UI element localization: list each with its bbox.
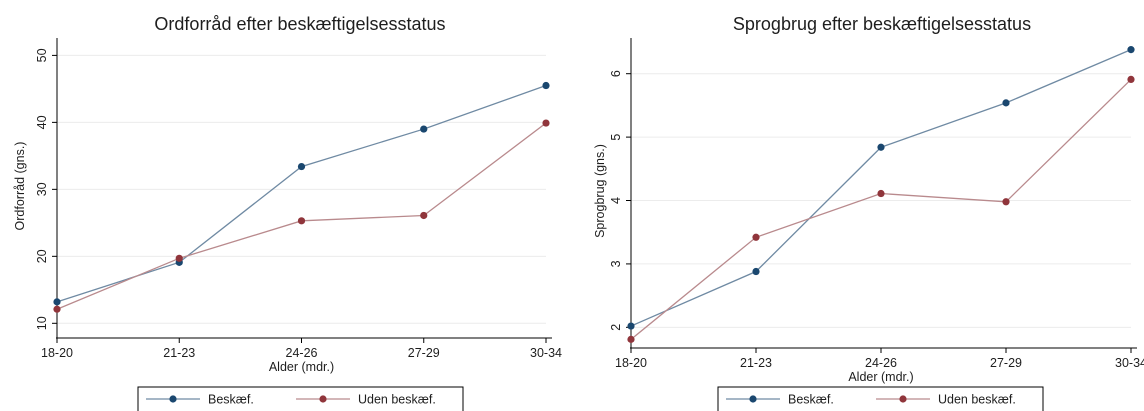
series-line bbox=[630, 49, 1132, 327]
data-point bbox=[542, 81, 550, 90]
data-point bbox=[877, 189, 885, 198]
data-point bbox=[542, 119, 550, 127]
x-tick-label: 27-29 bbox=[990, 356, 1022, 370]
data-point bbox=[420, 211, 428, 220]
y-tick-label: 30 bbox=[35, 182, 49, 196]
x-axis-label: Alder (mdr.) bbox=[269, 360, 334, 374]
legend-label: Beskæf. bbox=[788, 393, 834, 407]
data-point bbox=[175, 254, 183, 262]
legend-label: Beskæf. bbox=[208, 393, 254, 407]
data-point bbox=[297, 217, 306, 225]
x-tick-label: 18-20 bbox=[615, 356, 647, 370]
chart-title: Ordforråd efter beskæftigelsesstatus bbox=[154, 14, 445, 34]
x-tick-label: 27-29 bbox=[408, 346, 440, 360]
y-tick-label: 5 bbox=[609, 134, 623, 141]
x-tick-label: 24-26 bbox=[865, 356, 897, 370]
y-tick-label: 40 bbox=[35, 115, 49, 129]
legend-swatch-marker bbox=[169, 395, 177, 403]
data-point bbox=[627, 335, 635, 343]
legend-swatch-marker bbox=[899, 395, 907, 403]
language-use-chart: Sprogbrug efter beskæftigelsesstatus 2 3 4 5… bbox=[593, 14, 1144, 411]
chart-title: Sprogbrug efter beskæftigelsesstatus bbox=[733, 14, 1031, 34]
y-axis-label: Sprogbrug (gns.) bbox=[593, 144, 607, 238]
x-tick-label: 21-23 bbox=[163, 346, 195, 360]
y-tick-label: 20 bbox=[35, 249, 49, 263]
y-tick-label: 50 bbox=[35, 48, 49, 62]
data-point bbox=[53, 305, 61, 313]
y-tick-label: 2 bbox=[609, 324, 623, 331]
y-tick-label: 3 bbox=[609, 260, 623, 267]
data-point bbox=[420, 125, 428, 133]
data-point bbox=[1127, 46, 1135, 54]
data-point bbox=[1127, 75, 1135, 84]
data-point bbox=[297, 162, 306, 171]
series-line bbox=[630, 78, 1132, 340]
data-point bbox=[53, 298, 61, 306]
vocabulary-chart: Ordforråd efter beskæftigelsesstatus 10 20… bbox=[13, 14, 562, 411]
legend-label: Uden beskæf. bbox=[358, 393, 436, 407]
x-tick-label: 21-23 bbox=[740, 356, 772, 370]
y-tick-label: 10 bbox=[35, 316, 49, 330]
legend-label: Uden beskæf. bbox=[938, 393, 1016, 407]
y-tick-label: 4 bbox=[609, 197, 623, 204]
y-axis-label: Ordforråd (gns.) bbox=[13, 142, 27, 231]
x-tick-label: 30-34 bbox=[530, 346, 562, 360]
x-tick-label: 24-26 bbox=[286, 346, 318, 360]
x-axis-label: Alder (mdr.) bbox=[848, 370, 913, 384]
data-point bbox=[877, 143, 885, 151]
data-point bbox=[752, 233, 760, 241]
x-tick-label: 30-34 bbox=[1115, 356, 1144, 370]
data-point bbox=[752, 267, 760, 276]
data-point bbox=[627, 322, 635, 330]
x-tick-label: 18-20 bbox=[41, 346, 73, 360]
y-tick-label: 6 bbox=[609, 70, 623, 77]
legend-swatch-marker bbox=[749, 395, 757, 403]
data-point bbox=[1002, 99, 1010, 107]
data-point bbox=[1002, 198, 1010, 206]
series-line bbox=[56, 122, 547, 310]
legend-swatch-marker bbox=[319, 395, 327, 403]
series-line bbox=[56, 84, 547, 303]
